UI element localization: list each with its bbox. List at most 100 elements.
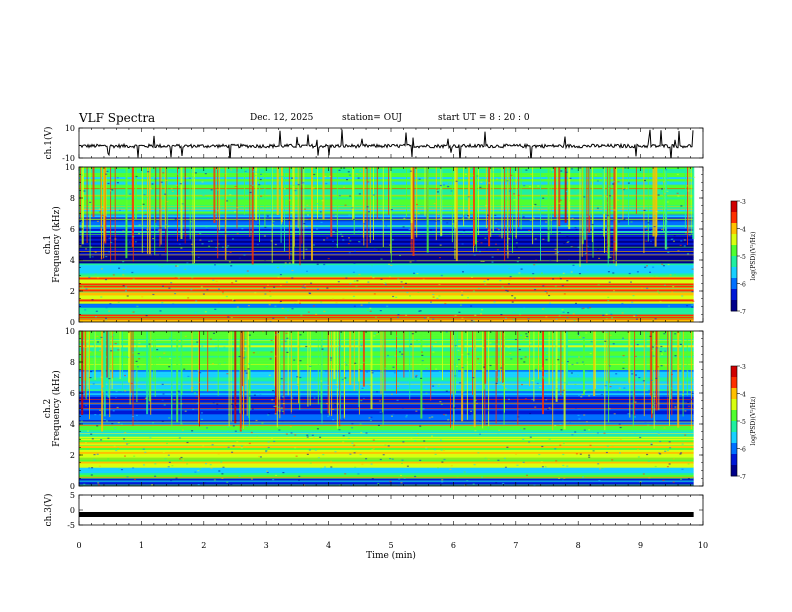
ch2-spectrogram-speckle: [317, 457, 320, 459]
ch2-spectrogram-speckle: [684, 434, 687, 436]
ch1-spectrogram-speckle: [129, 193, 132, 195]
ch2-spectrogram-sferic: [344, 331, 345, 418]
ch1-spectrogram-sferic: [105, 167, 107, 217]
ch1-spectrogram-speckle: [276, 266, 279, 269]
ch2-spectrogram-speckle: [416, 433, 419, 435]
ch1-spectrogram-speckle: [551, 169, 554, 171]
ch2-spectrogram-speckle: [554, 425, 557, 427]
ch2-spectrogram-tone-line: [79, 336, 694, 338]
ch2-spectrogram-speckle: [86, 341, 89, 343]
ch2-spectrogram-speckle: [152, 377, 155, 380]
ch1-spectrogram-speckle: [356, 280, 359, 282]
ch1-spectrogram-sferic: [435, 167, 437, 241]
ch1-spectrogram-speckle: [355, 174, 358, 176]
ch2-spectrogram-speckle: [561, 442, 564, 444]
ch2-spectrogram-speckle: [211, 343, 214, 345]
ch2-spectrogram-speckle: [522, 461, 525, 463]
ch2-spectrogram-sferic: [473, 331, 475, 420]
ch2-spectrogram-speckle: [398, 479, 401, 481]
ch1-spectrogram-speckle: [375, 316, 377, 318]
ch2-spectrogram-speckle: [266, 471, 269, 474]
ch1-spectrogram-speckle: [677, 195, 680, 197]
ch2-spectrogram-speckle: [588, 429, 591, 431]
ch2-spectrogram-band-2-row: [79, 438, 694, 441]
ch1-spectrogram-speckle: [561, 285, 564, 287]
ch1-spectrogram-speckle: [512, 311, 515, 314]
ch2-spectrogram-colorbar-swatch: [731, 467, 737, 471]
ch1-spectrogram-speckle: [596, 180, 599, 182]
ch2-spectrogram-speckle: [666, 397, 669, 399]
ch2-spectrogram-speckle: [306, 364, 309, 366]
ch2-spectrogram-speckle: [167, 454, 170, 456]
ch2-spectrogram-speckle: [570, 350, 573, 352]
ch1-spectrogram-colorbar-swatch: [731, 294, 737, 298]
ch1-spectrogram-speckle: [152, 293, 155, 296]
ch1-spectrogram-speckle: [618, 221, 621, 223]
ch2-spectrogram-speckle: [503, 336, 506, 338]
ch1-spectrogram-speckle: [683, 239, 686, 241]
ch1-spectrogram-speckle: [367, 281, 370, 283]
ch1-spectrogram-speckle: [234, 186, 237, 188]
ch1-spectrogram-speckle: [364, 187, 367, 189]
ch2-spectrogram-speckle: [554, 448, 557, 450]
ch1-spectrogram-speckle: [662, 265, 665, 267]
ch2-spectrogram-speckle: [463, 471, 466, 473]
ch2-spectrogram-sferic: [380, 331, 382, 395]
ch2-spectrogram-sferic: [109, 331, 111, 418]
ch2-spectrogram-speckle: [369, 360, 371, 362]
ch1-spectrogram-tone-line: [79, 275, 694, 277]
ch2-spectrogram-speckle: [121, 469, 123, 471]
ch2-spectrogram-speckle: [105, 356, 107, 358]
ch1-spectrogram-speckle: [518, 272, 521, 274]
ch2-spectrogram-sferic: [234, 331, 237, 424]
ch2-spectrogram-speckle: [504, 339, 507, 341]
ch1-spectrogram-colorbar-swatch: [731, 236, 737, 240]
ch2-spectrogram-speckle: [496, 343, 499, 345]
ch1-spectrogram-speckle: [587, 245, 590, 247]
ch2-spectrogram-speckle: [99, 349, 102, 351]
ch2-spectrogram-speckle: [646, 453, 649, 456]
ch2-spectrogram-speckle: [169, 439, 172, 441]
ch1-spectrogram-sferic: [592, 167, 594, 258]
ch1-spectrogram-speckle: [515, 242, 518, 244]
ch1-spectrogram-sferic: [426, 167, 429, 253]
ch1-spectrogram-speckle: [110, 194, 113, 196]
ch2-spectrogram-speckle: [605, 451, 608, 454]
ch2-spectrogram-speckle: [391, 364, 394, 366]
ch1-spectrogram-speckle: [578, 273, 581, 275]
ch2-spectrogram-speckle: [516, 464, 519, 466]
ch2-spectrogram-colorbar-swatch: [731, 412, 737, 416]
ch2-spectrogram-speckle: [466, 480, 469, 482]
ch1-spectrogram-speckle: [608, 311, 611, 313]
ch1-spectrogram-speckle: [496, 249, 499, 251]
ch1-spectrogram-speckle: [472, 290, 475, 292]
ch2-spectrogram-colorbar-tick-label: -5: [740, 419, 746, 426]
ch2-spectrogram-speckle: [182, 395, 185, 397]
ch1-waveform-frame: [78, 127, 704, 159]
ch1-spectrogram-band-4-row: [79, 261, 694, 264]
ch2-spectrogram-speckle: [468, 413, 471, 416]
ch1-spectrogram-speckle: [403, 293, 405, 295]
ch2-spectrogram-sferic: [538, 331, 539, 380]
ch2-spectrogram-speckle: [223, 362, 226, 364]
ch1-spectrogram-tone-line: [79, 208, 694, 210]
ch2-spectrogram-speckle: [579, 453, 582, 455]
ch1-spectrogram-sferic: [81, 167, 84, 245]
ch1-spectrogram-speckle: [625, 187, 628, 189]
ch2-spectrogram-speckle: [217, 453, 220, 455]
ch1-spectrogram-speckle: [558, 202, 561, 204]
ch1-spectrogram-speckle: [190, 289, 193, 291]
ch1-spectrogram-speckle: [177, 277, 180, 279]
ch1-spectrogram-speckle: [420, 253, 423, 255]
ch2-spectrogram-speckle: [562, 453, 565, 456]
ch2-spectrogram-sferic: [81, 331, 84, 415]
ch2-spectrogram-speckle: [678, 367, 681, 370]
ch1-spectrogram-speckle: [507, 199, 510, 201]
ch1-spectrogram-colorbar-tick-label: -6: [740, 282, 746, 289]
ch1-spectrogram-sferic: [114, 167, 116, 261]
ch1-spectrogram-speckle: [570, 271, 573, 273]
ch2-spectrogram-speckle: [216, 408, 219, 410]
ch1-waveform-trace-group: [79, 129, 694, 158]
ch2-spectrogram-speckle: [545, 359, 548, 361]
ch2-spectrogram-speckle: [322, 454, 325, 456]
